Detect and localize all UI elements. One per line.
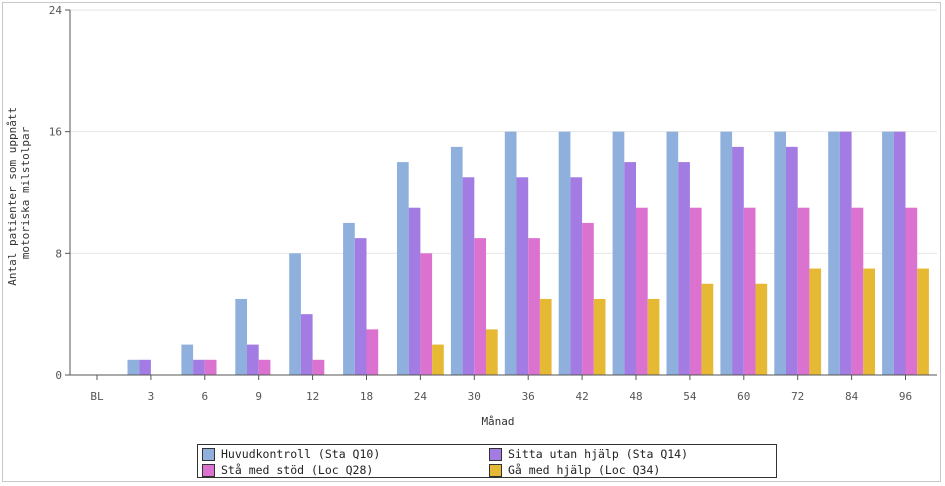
bar-2-12 <box>300 314 313 375</box>
bar-3-48 <box>636 207 648 375</box>
bar-2-54 <box>678 162 690 375</box>
bar-2-84 <box>839 131 852 375</box>
bar-3-42 <box>582 222 594 375</box>
bar-3-60 <box>743 207 756 375</box>
legend-item-4: Gå med hjälp (Loc Q34) <box>489 462 776 478</box>
bar-4-36 <box>539 298 552 375</box>
y-tick-label: 24 <box>49 4 63 17</box>
bar-4-42 <box>593 298 606 375</box>
legend-swatch <box>489 463 502 477</box>
bar-4-72 <box>809 268 822 375</box>
bar-3-54 <box>689 207 702 375</box>
bars <box>127 131 929 375</box>
bar-1-48 <box>612 131 625 375</box>
x-tick-label: 9 <box>255 390 262 403</box>
x-tick-label: 30 <box>468 390 481 403</box>
x-tick-label: 48 <box>629 390 642 403</box>
x-tick-label: 72 <box>791 390 804 403</box>
bar-1-24 <box>397 162 409 375</box>
bar-1-72 <box>774 131 786 375</box>
bar-3-24 <box>420 253 433 375</box>
bar-3-96 <box>905 207 918 375</box>
legend-item-3: Stå med stöd (Loc Q28) <box>202 462 489 478</box>
y-tick-label: 8 <box>55 247 62 260</box>
legend-item-1: Huvudkontroll (Sta Q10) <box>202 446 489 462</box>
bar-1-42 <box>558 131 571 375</box>
y-axis-title-line-1: Antal patienter som uppnått <box>6 107 19 286</box>
bar-3-30 <box>474 238 486 375</box>
x-tick-label: 42 <box>575 390 588 403</box>
legend-label: Gå med hjälp (Loc Q34) <box>508 463 661 477</box>
y-tick-label: 0 <box>55 369 62 382</box>
bar-2-42 <box>570 177 583 375</box>
legend-label: Sitta utan hjälp (Sta Q14) <box>508 447 689 461</box>
x-tick-label: 96 <box>899 390 912 403</box>
bar-4-30 <box>486 329 498 375</box>
x-tick-label: 84 <box>845 390 859 403</box>
legend-label: Huvudkontroll (Sta Q10) <box>221 447 381 461</box>
bar-3-36 <box>528 238 540 375</box>
x-tick-labels: BL 3 6 9 12 18 24 30 36 42 48 54 60 72 84 96 <box>90 390 912 403</box>
bar-3-72 <box>797 207 810 375</box>
bar-2-3 <box>139 359 151 375</box>
x-tick-label: 24 <box>414 390 428 403</box>
bar-2-24 <box>408 207 421 375</box>
y-axis-title: Antal patienter som uppnått motoriska mi… <box>6 100 32 285</box>
legend: Huvudkontroll (Sta Q10) Sitta utan hjälp … <box>197 444 777 478</box>
bar-2-18 <box>354 238 367 375</box>
x-tick-label: 60 <box>737 390 750 403</box>
bar-1-9 <box>235 298 247 375</box>
bar-2-48 <box>624 162 636 375</box>
bar-3-18 <box>366 329 379 375</box>
bar-2-96 <box>893 131 906 375</box>
bar-2-9 <box>247 344 259 375</box>
bar-2-72 <box>786 146 798 375</box>
bar-1-18 <box>343 222 355 375</box>
y-axis-title-line-2: motoriska milstolpar <box>19 126 32 259</box>
legend-label: Stå med stöd (Loc Q28) <box>221 463 374 477</box>
legend-item-2: Sitta utan hjälp (Sta Q14) <box>489 446 776 462</box>
x-axis-title: Månad <box>481 415 514 428</box>
bar-4-96 <box>917 268 929 375</box>
bar-1-6 <box>181 344 194 375</box>
x-tick-label: BL <box>90 390 104 403</box>
x-tick-label: 54 <box>683 390 697 403</box>
bar-2-36 <box>516 177 529 375</box>
x-tick-label: 6 <box>201 390 208 403</box>
bar-2-60 <box>732 146 744 375</box>
x-tick-label: 18 <box>360 390 373 403</box>
bar-1-60 <box>720 131 733 375</box>
legend-swatch <box>202 447 215 461</box>
axes <box>65 9 937 380</box>
bar-1-12 <box>289 253 301 375</box>
bar-1-96 <box>882 131 894 375</box>
bar-1-54 <box>666 131 679 375</box>
bar-2-30 <box>462 177 475 375</box>
legend-swatch <box>202 463 215 477</box>
bar-4-54 <box>701 283 714 375</box>
x-tick-label: 12 <box>306 390 319 403</box>
bar-4-48 <box>647 298 660 375</box>
bar-3-84 <box>851 207 864 375</box>
bar-1-84 <box>828 131 840 375</box>
bar-1-36 <box>504 131 517 375</box>
bar-2-6 <box>193 359 205 375</box>
x-tick-label: 36 <box>522 390 535 403</box>
x-tick-label: 3 <box>148 390 155 403</box>
y-tick-labels: 0 8 16 24 <box>49 4 63 382</box>
y-tick-label: 16 <box>49 126 62 139</box>
bar-4-60 <box>755 283 768 375</box>
bar-3-12 <box>312 359 325 375</box>
bar-1-30 <box>450 146 463 375</box>
bar-4-84 <box>863 268 875 375</box>
bar-4-24 <box>432 344 444 375</box>
legend-swatch <box>489 447 502 461</box>
bar-3-9 <box>258 359 271 375</box>
bar-3-6 <box>204 359 217 375</box>
bar-1-3 <box>127 359 140 375</box>
